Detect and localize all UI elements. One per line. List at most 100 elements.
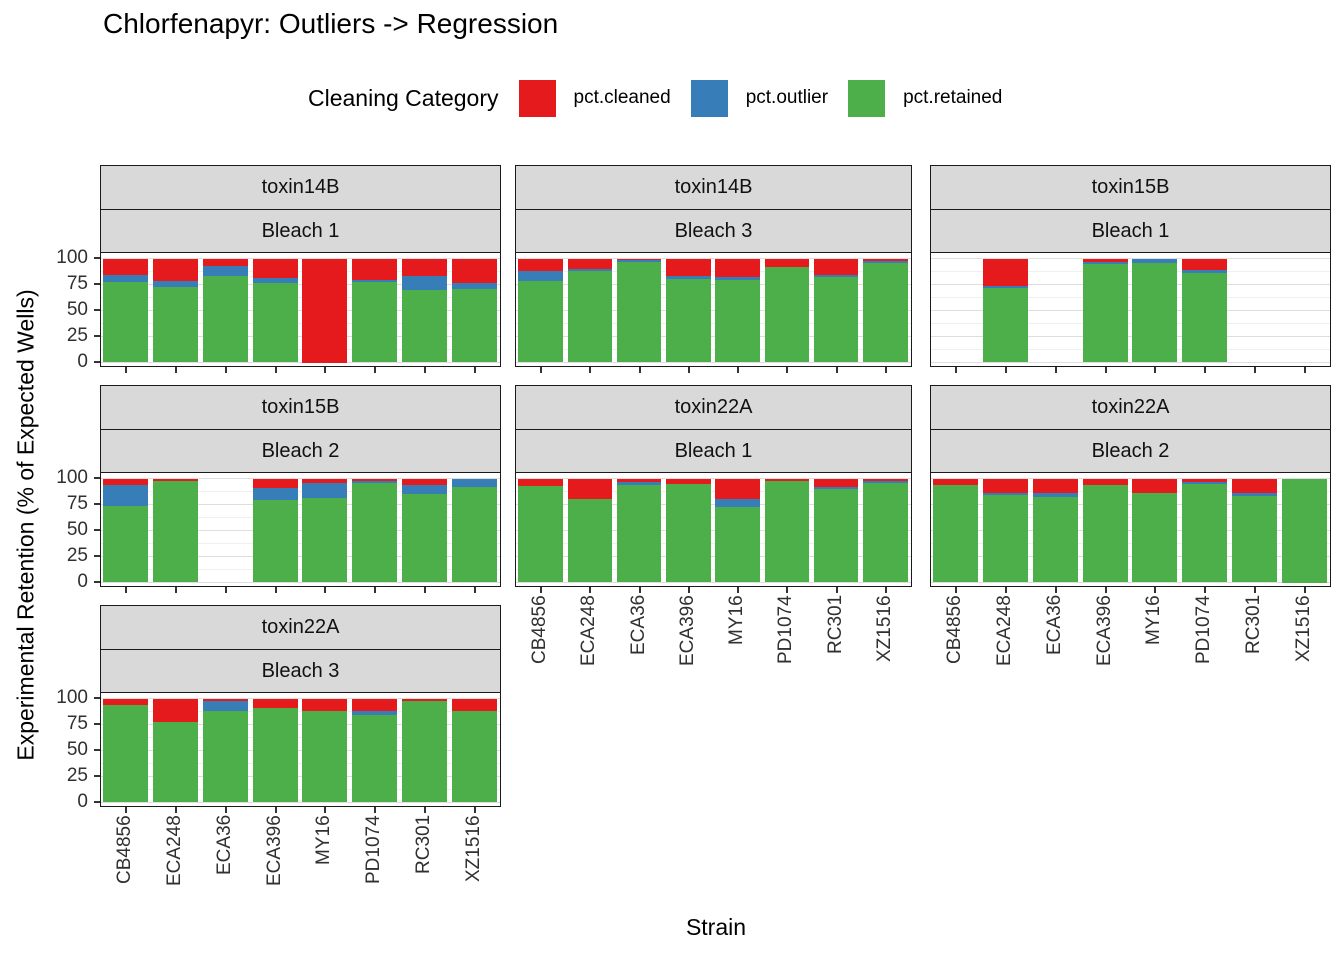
y-tick-label: 25 xyxy=(66,544,88,566)
bar-segment-outlier xyxy=(1231,493,1277,497)
facet-strip-bleach: Bleach 1 xyxy=(515,428,912,474)
minor-gridline xyxy=(101,763,500,764)
facet-toxin15B-bleach2: toxin15B Bleach 2 100 75 50 25 0 xyxy=(56,385,501,593)
bar-ECA396 xyxy=(1082,258,1128,363)
y-tick xyxy=(94,528,100,531)
x-tick xyxy=(835,367,838,373)
major-gridline xyxy=(516,336,911,337)
bar-segment-cleaned xyxy=(518,258,563,271)
bar-segment-retained xyxy=(252,707,298,803)
x-tick xyxy=(835,587,838,593)
bar-segment-outlier xyxy=(983,285,1028,288)
y-tick xyxy=(94,256,100,259)
bar-ECA248 xyxy=(153,478,198,583)
bar-segment-cleaned xyxy=(567,258,613,269)
panel xyxy=(515,252,912,367)
x-tick xyxy=(224,807,227,813)
y-tick xyxy=(94,554,100,557)
facet-strip-bleach: Bleach 2 xyxy=(100,428,501,474)
bar-segment-outlier xyxy=(352,280,397,283)
major-gridline xyxy=(101,504,500,505)
bar-segment-outlier xyxy=(352,710,397,716)
x-tick xyxy=(1154,367,1157,373)
y-tick xyxy=(94,722,100,725)
bar-ECA36 xyxy=(616,258,662,363)
x-tick-label: ECA248 xyxy=(164,815,186,886)
bar-segment-retained xyxy=(813,488,859,583)
minor-gridline xyxy=(516,349,911,350)
major-gridline xyxy=(101,310,500,311)
bar-segment-retained xyxy=(764,480,810,583)
x-tick xyxy=(540,367,543,373)
x-tick xyxy=(125,367,128,373)
bar-segment-cleaned xyxy=(863,478,908,481)
bar-segment-retained xyxy=(153,480,198,583)
bar-segment-outlier xyxy=(302,482,348,499)
bar-segment-retained xyxy=(352,482,397,583)
x-tick xyxy=(737,367,740,373)
bar-segment-retained xyxy=(202,276,248,363)
x-tick xyxy=(423,587,426,593)
x-tick-label: ECA36 xyxy=(627,595,649,656)
y-tick-label: 0 xyxy=(77,790,88,812)
minor-gridline xyxy=(101,297,500,298)
x-tick xyxy=(638,367,641,373)
bar-RC301 xyxy=(401,258,447,363)
bar-ECA248 xyxy=(567,478,613,583)
bar-segment-retained xyxy=(153,722,198,803)
bar-ECA36 xyxy=(202,698,248,803)
bar-RC301 xyxy=(401,698,447,803)
bar-segment-retained xyxy=(616,261,662,363)
minor-gridline xyxy=(516,569,911,570)
y-tick xyxy=(94,800,100,803)
y-tick xyxy=(94,334,100,337)
x-tick xyxy=(884,367,887,373)
x-tick xyxy=(324,807,327,813)
facet-toxin22A-bleach3: toxin22A Bleach 3 CB4856 ECA248 ECA36 ECA396 M… xyxy=(56,605,501,886)
bar-segment-outlier xyxy=(401,484,447,495)
y-tick-label: 100 xyxy=(56,466,88,488)
x-tick xyxy=(1204,367,1207,373)
major-gridline xyxy=(931,284,1330,285)
bar-segment-retained xyxy=(451,288,497,363)
bar-segment-cleaned xyxy=(863,258,908,261)
x-tick-label: PD1074 xyxy=(1193,595,1215,664)
facet-toxin14B-bleach1: toxin14B Bleach 1 100 75 50 25 0 xyxy=(56,165,501,373)
bar-segment-retained xyxy=(451,710,497,803)
major-gridline xyxy=(516,284,911,285)
major-gridline xyxy=(101,336,500,337)
major-gridline xyxy=(931,310,1330,311)
x-tick xyxy=(1204,587,1207,593)
minor-gridline xyxy=(101,271,500,272)
bar-segment-cleaned xyxy=(302,478,348,483)
major-gridline xyxy=(101,802,500,803)
minor-gridline xyxy=(931,271,1330,272)
bar-MY16 xyxy=(302,478,348,583)
y-tick xyxy=(94,502,100,505)
y-tick xyxy=(94,774,100,777)
bar-RC301 xyxy=(401,478,447,583)
minor-gridline xyxy=(931,543,1330,544)
bar-XZ1516 xyxy=(451,478,497,583)
bar-segment-outlier xyxy=(567,268,613,271)
bar-segment-outlier xyxy=(252,487,298,501)
x-tick xyxy=(687,587,690,593)
bar-segment-outlier xyxy=(715,499,760,507)
facet-strip-toxin: toxin15B xyxy=(100,385,501,430)
major-gridline xyxy=(101,258,500,259)
x-tick xyxy=(125,587,128,593)
facet-toxin15B-bleach1: toxin15B Bleach 1 xyxy=(930,165,1331,373)
bar-segment-cleaned xyxy=(1182,258,1227,270)
y-tick-label: 25 xyxy=(66,324,88,346)
bar-ECA36 xyxy=(1032,478,1078,583)
bar-segment-outlier xyxy=(401,276,447,290)
major-gridline xyxy=(931,336,1330,337)
minor-gridline xyxy=(516,323,911,324)
bar-ECA396 xyxy=(252,258,298,363)
bar-segment-cleaned xyxy=(813,258,859,276)
bar-segment-retained xyxy=(1182,483,1227,583)
y-tick xyxy=(94,308,100,311)
major-gridline xyxy=(101,530,500,531)
x-tick-label: PD1074 xyxy=(775,595,797,664)
